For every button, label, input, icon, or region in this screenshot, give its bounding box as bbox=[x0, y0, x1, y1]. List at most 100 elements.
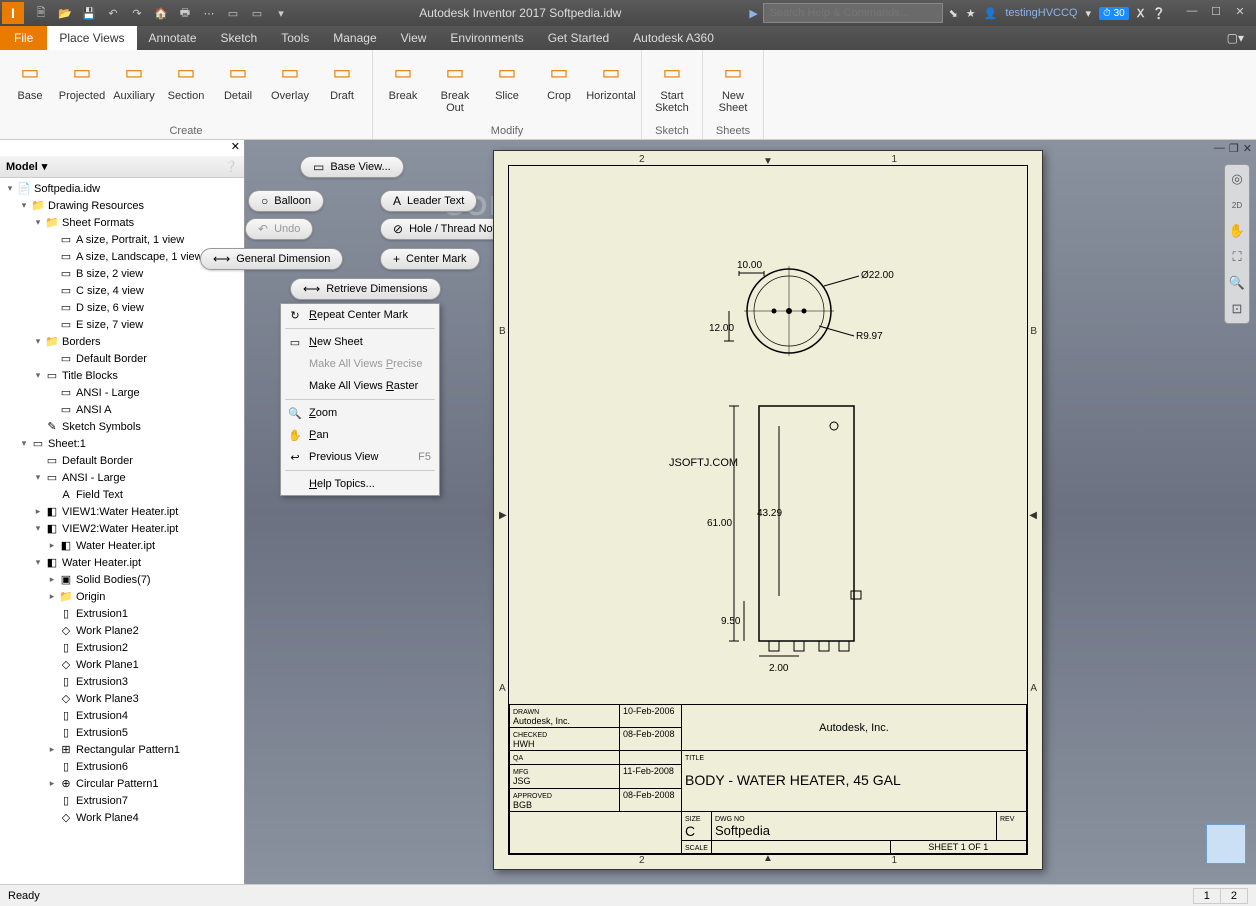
new-icon[interactable]: 🗎 bbox=[32, 4, 50, 22]
ctx-help-topics-[interactable]: Help Topics... bbox=[281, 473, 439, 495]
tree-node[interactable]: ◇Work Plane4 bbox=[0, 809, 244, 826]
home-icon[interactable]: 🏠 bbox=[152, 4, 170, 22]
browser-help-icon[interactable]: ❔ bbox=[224, 160, 238, 173]
tree-node[interactable]: ▯Extrusion2 bbox=[0, 639, 244, 656]
base-button[interactable]: ▭Base bbox=[6, 54, 54, 119]
tree-node[interactable]: ◇Work Plane1 bbox=[0, 656, 244, 673]
new-sheet-button[interactable]: ▭New Sheet bbox=[709, 54, 757, 119]
tree-node[interactable]: ▭D size, 6 view bbox=[0, 299, 244, 316]
tree-node[interactable]: ▭ANSI - Large bbox=[0, 384, 244, 401]
tab-view[interactable]: View bbox=[389, 26, 439, 50]
pan-icon[interactable]: ✋ bbox=[1227, 221, 1247, 241]
qat-more-icon[interactable]: ⋯ bbox=[200, 4, 218, 22]
tab-place-views[interactable]: Place Views bbox=[47, 26, 136, 50]
browser-close-icon[interactable]: ✕ bbox=[231, 141, 240, 153]
horizontal-button[interactable]: ▭Horizontal bbox=[587, 54, 635, 119]
tree-node[interactable]: ▯Extrusion3 bbox=[0, 673, 244, 690]
zoom-extents-icon[interactable]: ⛶ bbox=[1227, 247, 1247, 267]
ctx-new-sheet[interactable]: ▭New Sheet bbox=[281, 331, 439, 353]
draft-button[interactable]: ▭Draft bbox=[318, 54, 366, 119]
print-icon[interactable]: 🖶 bbox=[176, 4, 194, 22]
leader-textpill[interactable]: ALeader Text bbox=[380, 190, 477, 212]
star-icon[interactable]: ★ bbox=[966, 7, 976, 20]
tree-node[interactable]: ▾📁Borders bbox=[0, 333, 244, 350]
file-tab[interactable]: File bbox=[0, 26, 47, 50]
tab-autodesk-a360[interactable]: Autodesk A360 bbox=[621, 26, 726, 50]
tree-node[interactable]: ▾◧Water Heater.ipt bbox=[0, 554, 244, 571]
tree-node[interactable]: ▭C size, 4 view bbox=[0, 282, 244, 299]
tree-node[interactable]: ▭Default Border bbox=[0, 350, 244, 367]
tree-node[interactable]: ▯Extrusion6 bbox=[0, 758, 244, 775]
tree-node[interactable]: ▸◧Water Heater.ipt bbox=[0, 537, 244, 554]
nav-2d-icon[interactable]: 2D bbox=[1227, 195, 1247, 215]
qat-tool-icon[interactable]: ▭ bbox=[224, 4, 242, 22]
detail-button[interactable]: ▭Detail bbox=[214, 54, 262, 119]
canvas-close-icon[interactable]: ✕ bbox=[1243, 142, 1252, 155]
tree-node[interactable]: ◇Work Plane2 bbox=[0, 622, 244, 639]
search-play-icon[interactable]: ▶ bbox=[745, 4, 763, 22]
canvas-minimize-icon[interactable]: — bbox=[1214, 142, 1225, 155]
zoom-icon[interactable]: 🔍 bbox=[1227, 273, 1247, 293]
signin-icon[interactable]: ⬊ bbox=[949, 7, 958, 20]
zoom-window-icon[interactable]: ⊡ bbox=[1227, 299, 1247, 319]
tab-environments[interactable]: Environments bbox=[438, 26, 535, 50]
overlay-button[interactable]: ▭Overlay bbox=[266, 54, 314, 119]
tree-node[interactable]: ▾📁Drawing Resources bbox=[0, 197, 244, 214]
ctx-repeat-center-mark[interactable]: ↻Repeat Center Mark bbox=[281, 304, 439, 326]
drawing-canvas[interactable]: SOFTPEDIA — ❐ ✕ ◎ 2D ✋ ⛶ 🔍 ⊡ ▭Base View.… bbox=[245, 140, 1256, 884]
tree-node[interactable]: ▸⊕Circular Pattern1 bbox=[0, 775, 244, 792]
page-1-button[interactable]: 1 bbox=[1193, 888, 1221, 904]
tab-tools[interactable]: Tools bbox=[269, 26, 321, 50]
retrieve-dimensionspill[interactable]: ⟷Retrieve Dimensions bbox=[290, 278, 441, 300]
nav-wheel-icon[interactable]: ◎ bbox=[1227, 169, 1247, 189]
notification-badge[interactable]: ⏱ 30 bbox=[1099, 7, 1129, 20]
tree-node[interactable]: ▸⊞Rectangular Pattern1 bbox=[0, 741, 244, 758]
ctx-make-all-views-raster[interactable]: Make All Views Raster bbox=[281, 375, 439, 397]
tree-node[interactable]: ▾◧VIEW2:Water Heater.ipt bbox=[0, 520, 244, 537]
tree-node[interactable]: ▸◧VIEW1:Water Heater.ipt bbox=[0, 503, 244, 520]
tree-node[interactable]: ▸▣Solid Bodies(7) bbox=[0, 571, 244, 588]
center-markpill[interactable]: +Center Mark bbox=[380, 248, 480, 270]
tab-sketch[interactable]: Sketch bbox=[209, 26, 270, 50]
open-icon[interactable]: 📂 bbox=[56, 4, 74, 22]
tree-node[interactable]: ▾📄Softpedia.idw bbox=[0, 180, 244, 197]
qat-tool2-icon[interactable]: ▭ bbox=[248, 4, 266, 22]
tree-node[interactable]: ▯Extrusion7 bbox=[0, 792, 244, 809]
balloonpill[interactable]: ○Balloon bbox=[248, 190, 324, 212]
tab-annotate[interactable]: Annotate bbox=[137, 26, 209, 50]
section-button[interactable]: ▭Section bbox=[162, 54, 210, 119]
base-view-pill[interactable]: ▭Base View... bbox=[300, 156, 404, 178]
redo-icon[interactable]: ↷ bbox=[128, 4, 146, 22]
tree-node[interactable]: ▾▭Sheet:1 bbox=[0, 435, 244, 452]
tree-node[interactable]: ▾▭ANSI - Large bbox=[0, 469, 244, 486]
canvas-restore-icon[interactable]: ❐ bbox=[1229, 142, 1239, 155]
break-out-button[interactable]: ▭Break Out bbox=[431, 54, 479, 119]
undo-icon[interactable]: ↶ bbox=[104, 4, 122, 22]
tree-node[interactable]: AField Text bbox=[0, 486, 244, 503]
tree-node[interactable]: ✎Sketch Symbols bbox=[0, 418, 244, 435]
maximize-button[interactable]: ☐ bbox=[1206, 5, 1226, 21]
tree-node[interactable]: ▯Extrusion5 bbox=[0, 724, 244, 741]
page-2-button[interactable]: 2 bbox=[1220, 888, 1248, 904]
slice-button[interactable]: ▭Slice bbox=[483, 54, 531, 119]
ribbon-options-icon[interactable]: ▢▾ bbox=[1215, 26, 1256, 50]
ctx-previous-view[interactable]: ↩Previous ViewF5 bbox=[281, 446, 439, 468]
start-sketch-button[interactable]: ▭Start Sketch bbox=[648, 54, 696, 119]
crop-button[interactable]: ▭Crop bbox=[535, 54, 583, 119]
x-icon[interactable]: Ⅹ bbox=[1137, 7, 1145, 20]
tab-manage[interactable]: Manage bbox=[321, 26, 388, 50]
tree-node[interactable]: ▸📁Origin bbox=[0, 588, 244, 605]
search-help-input[interactable] bbox=[763, 3, 943, 23]
view-cube[interactable] bbox=[1206, 824, 1246, 864]
dropdown-icon[interactable]: ▾ bbox=[1086, 7, 1092, 20]
general-dimensionpill[interactable]: ⟷General Dimension bbox=[200, 248, 343, 270]
qat-dropdown-icon[interactable]: ▾ bbox=[272, 4, 290, 22]
minimize-button[interactable]: — bbox=[1182, 5, 1202, 21]
tree-node[interactable]: ▯Extrusion4 bbox=[0, 707, 244, 724]
auxiliary-button[interactable]: ▭Auxiliary bbox=[110, 54, 158, 119]
help-icon[interactable]: ❔ bbox=[1152, 7, 1166, 20]
ctx-zoom[interactable]: 🔍Zoom bbox=[281, 402, 439, 424]
break-button[interactable]: ▭Break bbox=[379, 54, 427, 119]
ctx-pan[interactable]: ✋Pan bbox=[281, 424, 439, 446]
close-button[interactable]: ✕ bbox=[1230, 5, 1250, 21]
